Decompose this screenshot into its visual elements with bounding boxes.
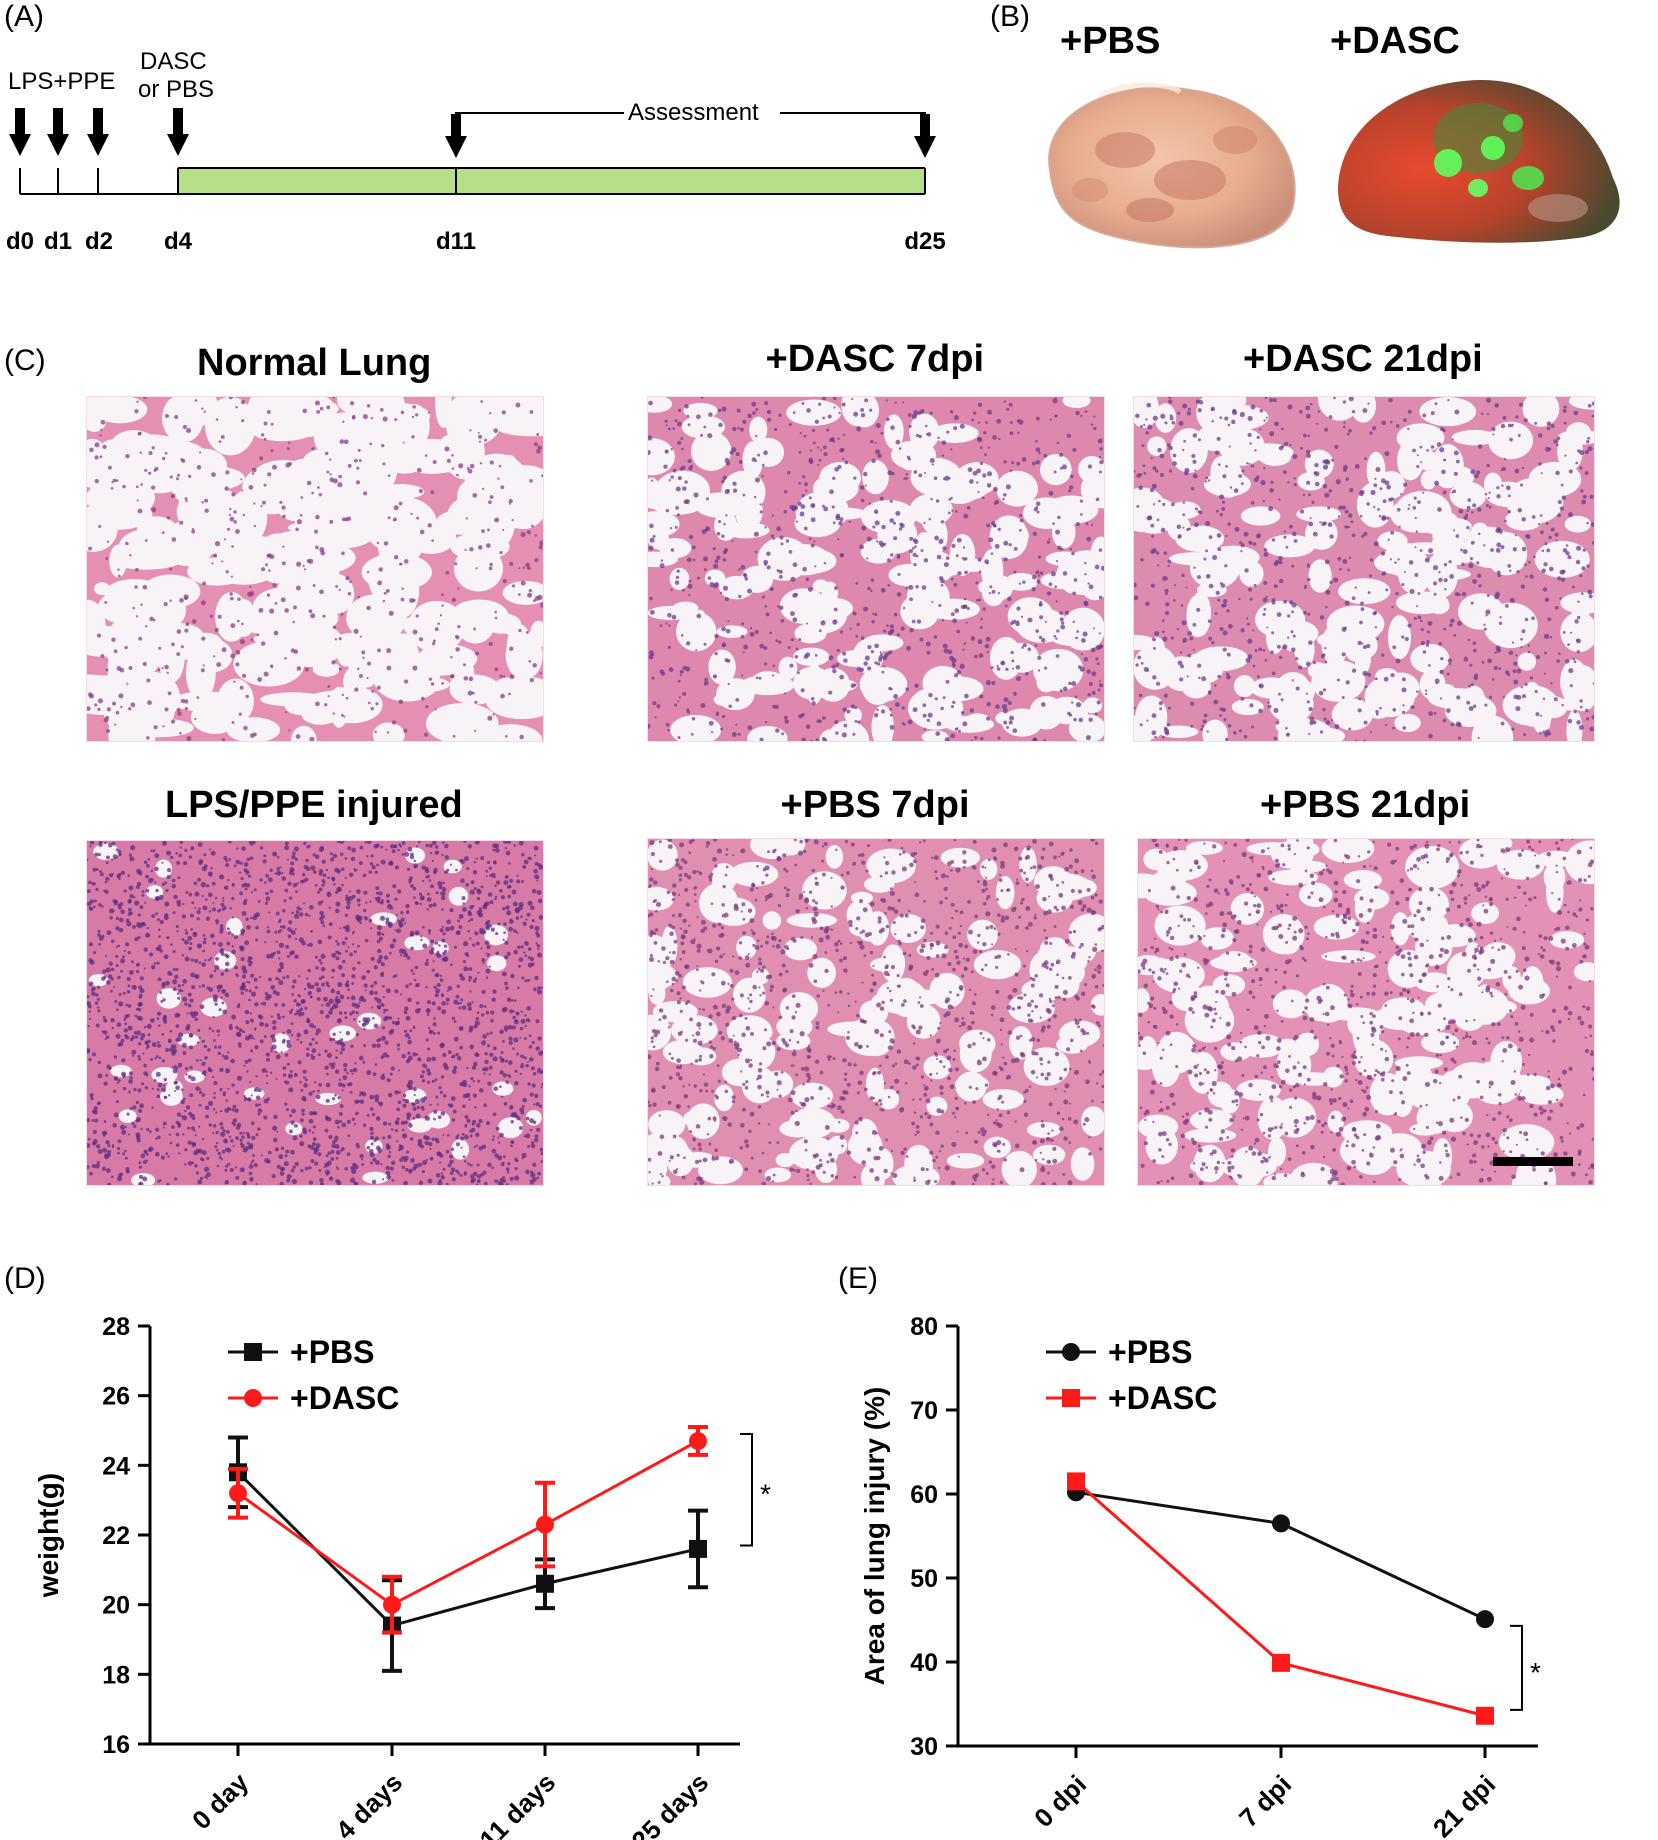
day-d25: d25 bbox=[904, 228, 946, 255]
y-tick-label: 60 bbox=[910, 1481, 938, 1509]
y-tick-label: 22 bbox=[102, 1522, 130, 1550]
legend-label: +DASC bbox=[1108, 1380, 1217, 1416]
data-point bbox=[1272, 1653, 1290, 1672]
histo-injured-pattern bbox=[87, 841, 543, 1185]
data-point bbox=[1272, 1514, 1290, 1533]
series-line bbox=[237, 1439, 699, 1607]
label-lps-ppe: LPS+PPE bbox=[8, 68, 116, 95]
y-tick-label: 70 bbox=[910, 1397, 938, 1425]
histo-title-pbs7: +PBS 7dpi bbox=[780, 784, 970, 826]
histo-dasc7-pattern bbox=[648, 397, 1104, 741]
histo-dasc21-pattern bbox=[1134, 397, 1594, 741]
timeline: LPS+PPE DASC or PBS Assessment d0 d1 d2 … bbox=[0, 0, 960, 270]
y-tick-label: 16 bbox=[102, 1731, 130, 1759]
histo-title-pbs21: +PBS 21dpi bbox=[1260, 784, 1471, 826]
chart-lung-injury: 30 40 50 60 70 80 0 dpi 7 dpi 21 dpi Area of lung… bbox=[859, 1313, 1541, 1840]
panel-label-d: (D) bbox=[4, 1262, 46, 1295]
data-point bbox=[689, 1539, 707, 1558]
panel-label-e: (E) bbox=[838, 1262, 878, 1295]
panel-label-a: (A) bbox=[4, 0, 44, 33]
label-or-pbs: or PBS bbox=[138, 76, 215, 103]
arrow-d0 bbox=[9, 108, 31, 156]
arrow-d2 bbox=[87, 108, 109, 156]
x-tick-label: 25 days bbox=[626, 1767, 715, 1840]
day-d4: d4 bbox=[163, 228, 193, 255]
panel-label-c: (C) bbox=[4, 344, 46, 377]
legend-label: +DASC bbox=[290, 1380, 399, 1416]
data-point bbox=[689, 1431, 707, 1450]
day-d0: d0 bbox=[5, 228, 35, 255]
y-tick-label: 50 bbox=[910, 1565, 938, 1593]
label-dasc: DASC bbox=[140, 48, 207, 75]
gross-lung-dasc-image bbox=[1338, 79, 1620, 243]
histo-pbs7-image bbox=[647, 838, 1105, 1186]
data-point bbox=[229, 1484, 247, 1503]
day-d1: d1 bbox=[43, 228, 73, 255]
data-point bbox=[1067, 1472, 1085, 1491]
day-d2: d2 bbox=[84, 228, 114, 255]
y-axis-label: Area of lung injury (%) bbox=[859, 1387, 890, 1686]
arrow-d1 bbox=[47, 108, 69, 156]
significance-bracket bbox=[1510, 1624, 1523, 1711]
y-tick-label: 80 bbox=[910, 1313, 938, 1341]
legend-marker bbox=[1062, 1389, 1080, 1407]
histo-title-injured: LPS/PPE injured bbox=[165, 784, 463, 826]
histo-title-normal: Normal Lung bbox=[197, 342, 432, 384]
data-point bbox=[1476, 1706, 1494, 1725]
histo-pbs21-pattern bbox=[1138, 839, 1594, 1185]
x-tick-label: 4 days bbox=[330, 1767, 408, 1840]
histo-normal-image bbox=[86, 396, 544, 742]
data-point bbox=[383, 1595, 401, 1614]
legend-marker bbox=[1062, 1343, 1080, 1361]
legend-label: +PBS bbox=[1108, 1334, 1192, 1370]
y-tick-label: 40 bbox=[910, 1649, 938, 1677]
y-axis-label: weight(g) bbox=[33, 1473, 64, 1598]
series-line bbox=[1075, 1490, 1486, 1621]
histo-injured-image bbox=[86, 840, 544, 1186]
timeline-diagram bbox=[9, 108, 936, 195]
histo-dasc21-image bbox=[1133, 396, 1595, 742]
y-tick-label: 26 bbox=[102, 1383, 130, 1411]
data-point bbox=[1476, 1610, 1494, 1629]
y-tick-label: 18 bbox=[102, 1661, 130, 1689]
histo-normal-pattern bbox=[87, 397, 543, 741]
panel-label-b: (B) bbox=[990, 0, 1030, 33]
histo-dasc7-image bbox=[647, 396, 1105, 742]
y-tick-label: 30 bbox=[910, 1733, 938, 1761]
significance-bracket bbox=[740, 1432, 753, 1547]
scale-bar bbox=[1493, 1157, 1573, 1166]
histo-pbs21-image bbox=[1137, 838, 1595, 1186]
data-point bbox=[536, 1574, 554, 1593]
gross-lung-pbs-image bbox=[1048, 82, 1296, 249]
x-tick-label: 7 dpi bbox=[1233, 1769, 1297, 1833]
x-tick-label: 0 dpi bbox=[1028, 1769, 1092, 1833]
significance-star: * bbox=[760, 1479, 771, 1510]
y-tick-label: 24 bbox=[102, 1452, 130, 1480]
arrow-d11 bbox=[445, 114, 467, 158]
gross-title-dasc: +DASC bbox=[1330, 20, 1460, 62]
treatment-bar bbox=[178, 168, 925, 194]
histo-title-dasc7: +DASC 7dpi bbox=[765, 338, 985, 380]
day-d11: d11 bbox=[435, 228, 477, 255]
legend-marker bbox=[244, 1343, 262, 1361]
arrow-d4 bbox=[167, 108, 189, 156]
legend-label: +PBS bbox=[290, 1334, 374, 1370]
data-point bbox=[536, 1515, 554, 1534]
histo-title-dasc21: +DASC 21dpi bbox=[1243, 338, 1483, 380]
series-line bbox=[236, 1471, 699, 1628]
arrow-d25 bbox=[914, 114, 936, 158]
x-tick-label: 0 day bbox=[186, 1767, 255, 1836]
label-assessment: Assessment bbox=[628, 99, 759, 126]
significance-star: * bbox=[1530, 1657, 1541, 1688]
x-tick-label: 11 days bbox=[474, 1767, 562, 1840]
gross-title-pbs: +PBS bbox=[1060, 20, 1161, 62]
x-tick-label: 21 dpi bbox=[1427, 1769, 1501, 1840]
chart-weight: 16 18 20 22 24 26 28 0 day 4 days 11 days 25 days w… bbox=[33, 1313, 771, 1840]
legend-marker bbox=[244, 1389, 262, 1407]
y-tick-label: 20 bbox=[102, 1592, 130, 1620]
histo-pbs7-pattern bbox=[648, 839, 1104, 1185]
y-tick-label: 28 bbox=[102, 1313, 130, 1341]
